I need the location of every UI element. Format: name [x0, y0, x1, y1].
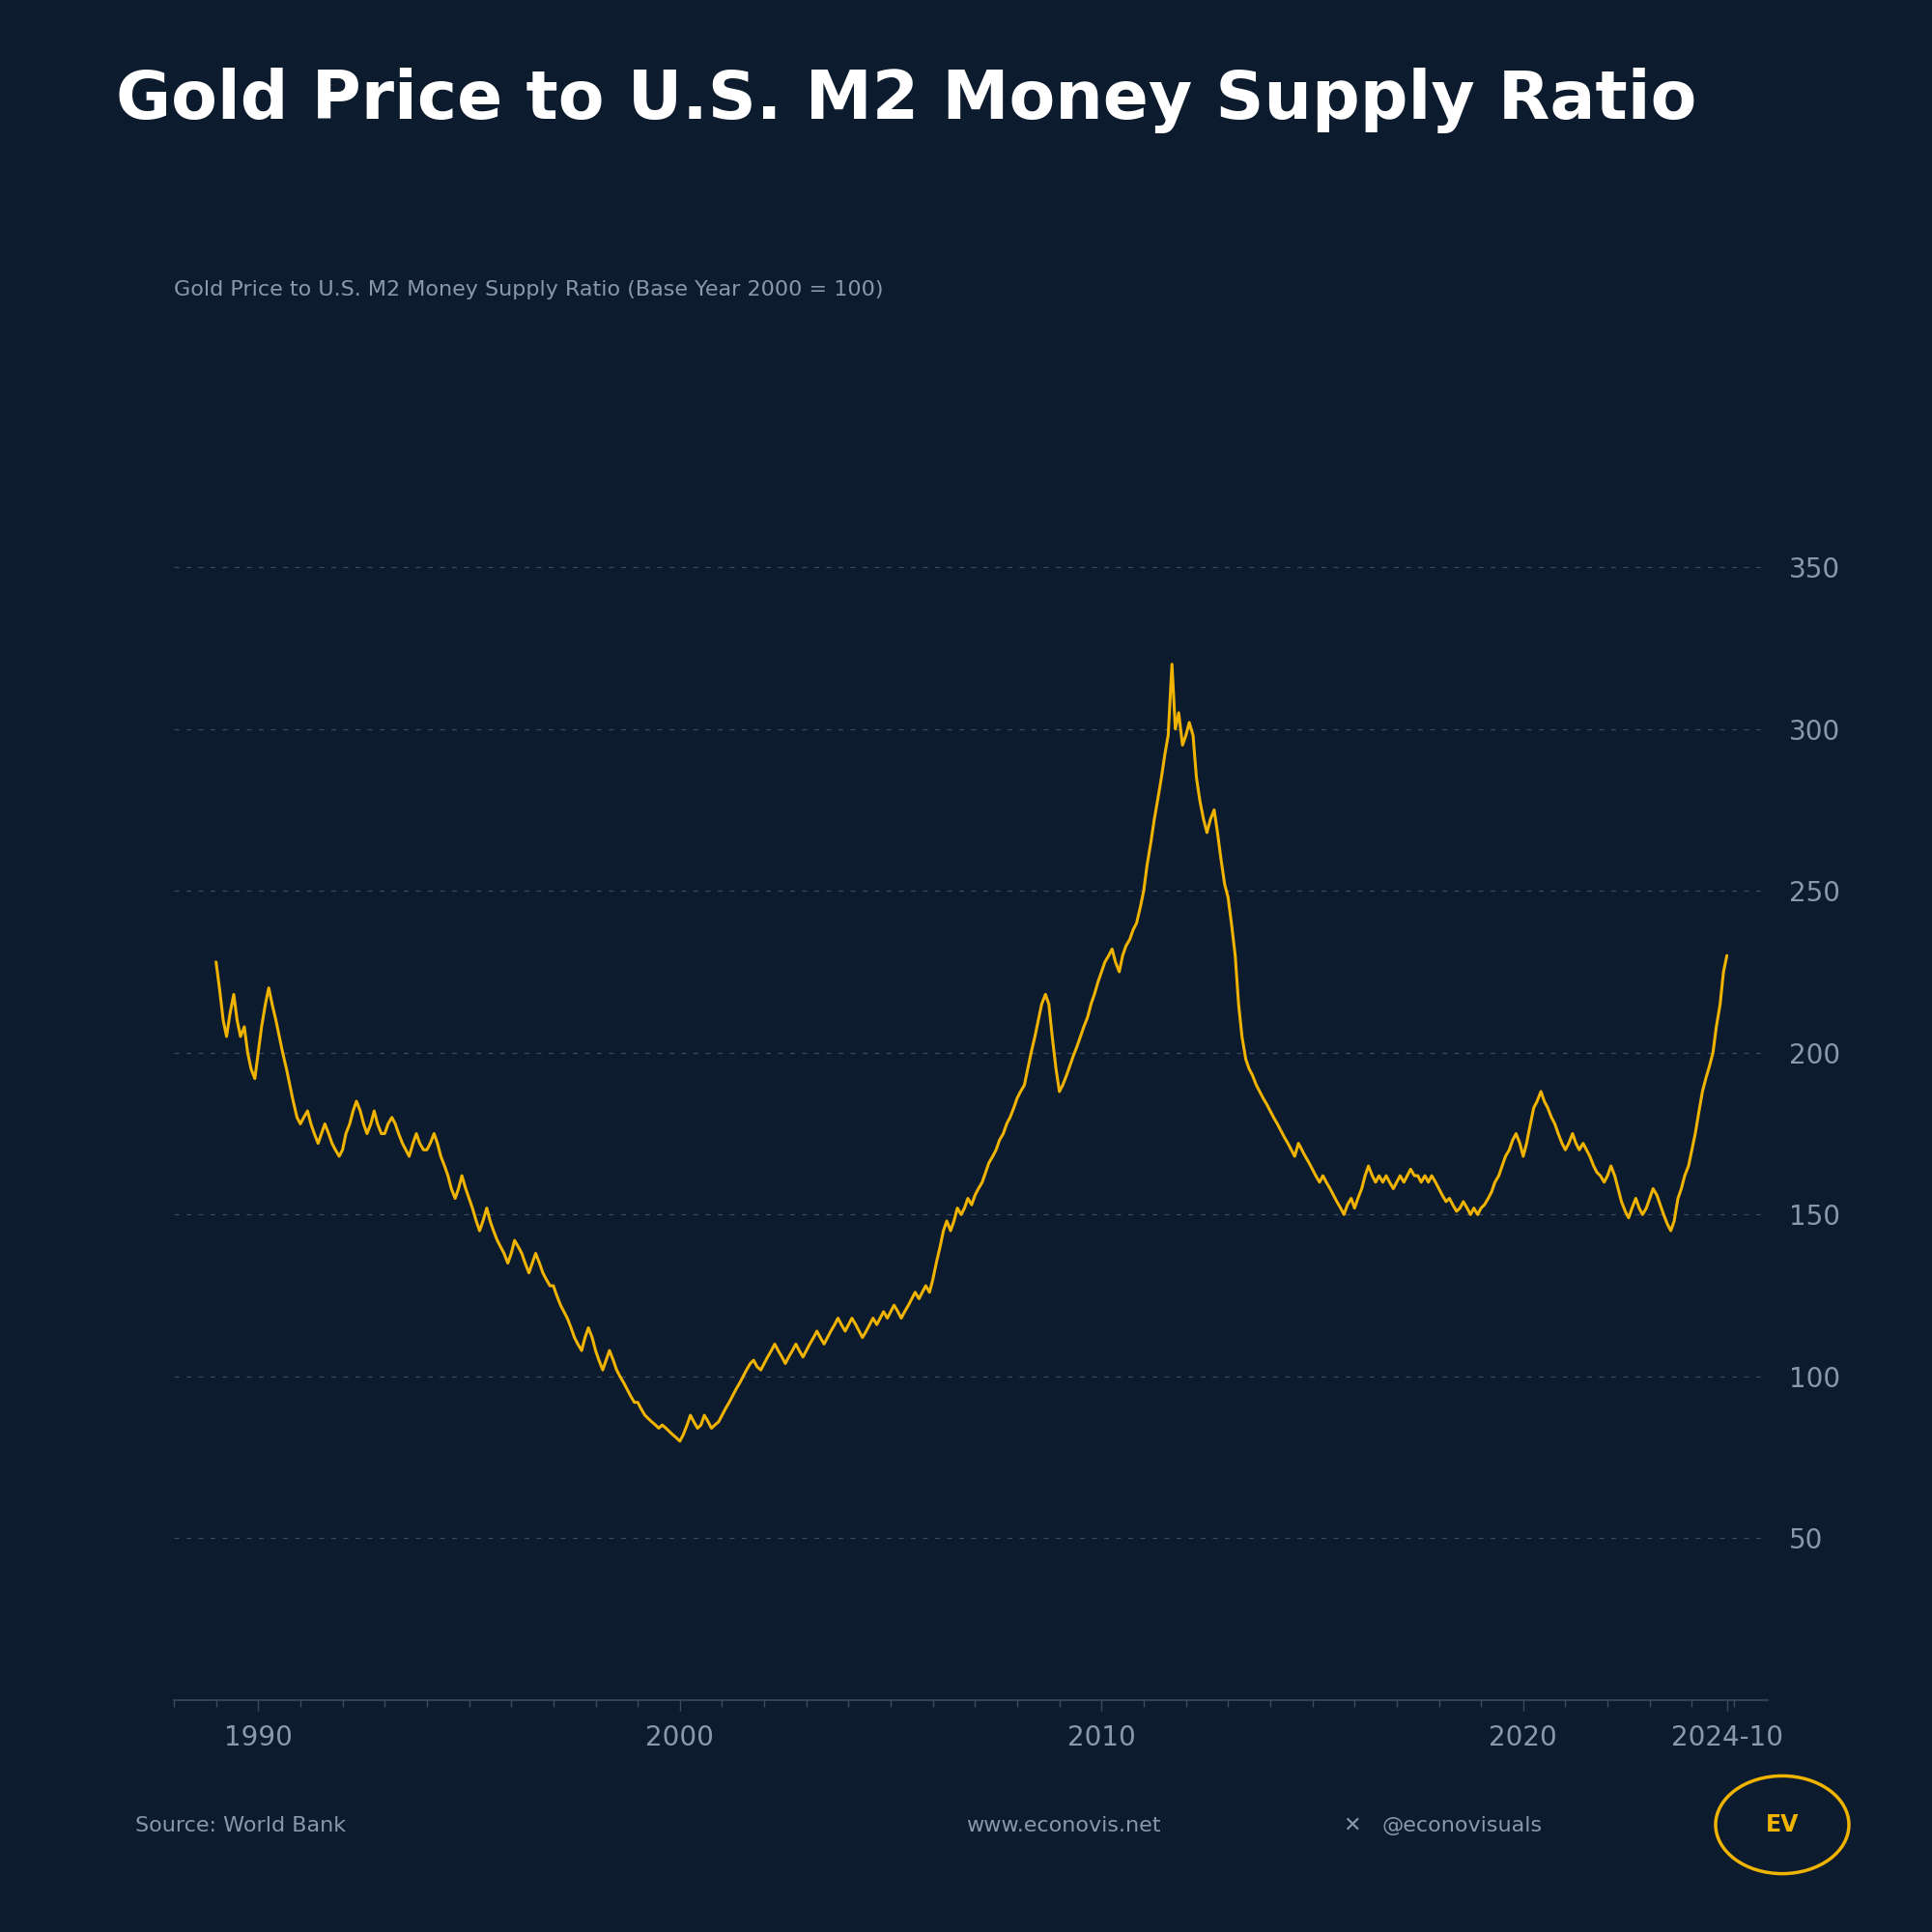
- Text: www.econovis.net: www.econovis.net: [966, 1816, 1161, 1835]
- Text: Source: World Bank: Source: World Bank: [135, 1816, 346, 1835]
- Text: @econovisuals: @econovisuals: [1381, 1816, 1542, 1835]
- Text: ✕: ✕: [1343, 1816, 1360, 1835]
- Text: EV: EV: [1766, 1812, 1799, 1835]
- Text: Gold Price to U.S. M2 Money Supply Ratio (Base Year 2000 = 100): Gold Price to U.S. M2 Money Supply Ratio…: [174, 280, 883, 299]
- Text: Gold Price to U.S. M2 Money Supply Ratio: Gold Price to U.S. M2 Money Supply Ratio: [116, 68, 1696, 133]
